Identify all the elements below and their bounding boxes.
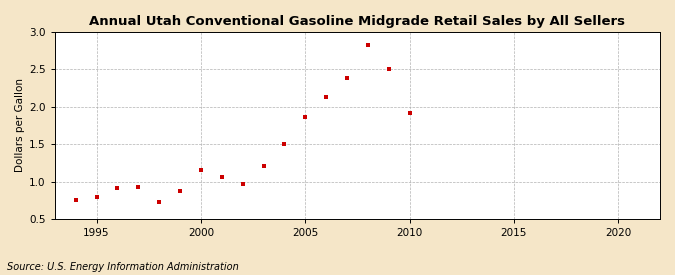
Text: Source: U.S. Energy Information Administration: Source: U.S. Energy Information Administ…	[7, 262, 238, 272]
Y-axis label: Dollars per Gallon: Dollars per Gallon	[15, 78, 25, 172]
Title: Annual Utah Conventional Gasoline Midgrade Retail Sales by All Sellers: Annual Utah Conventional Gasoline Midgra…	[89, 15, 626, 28]
